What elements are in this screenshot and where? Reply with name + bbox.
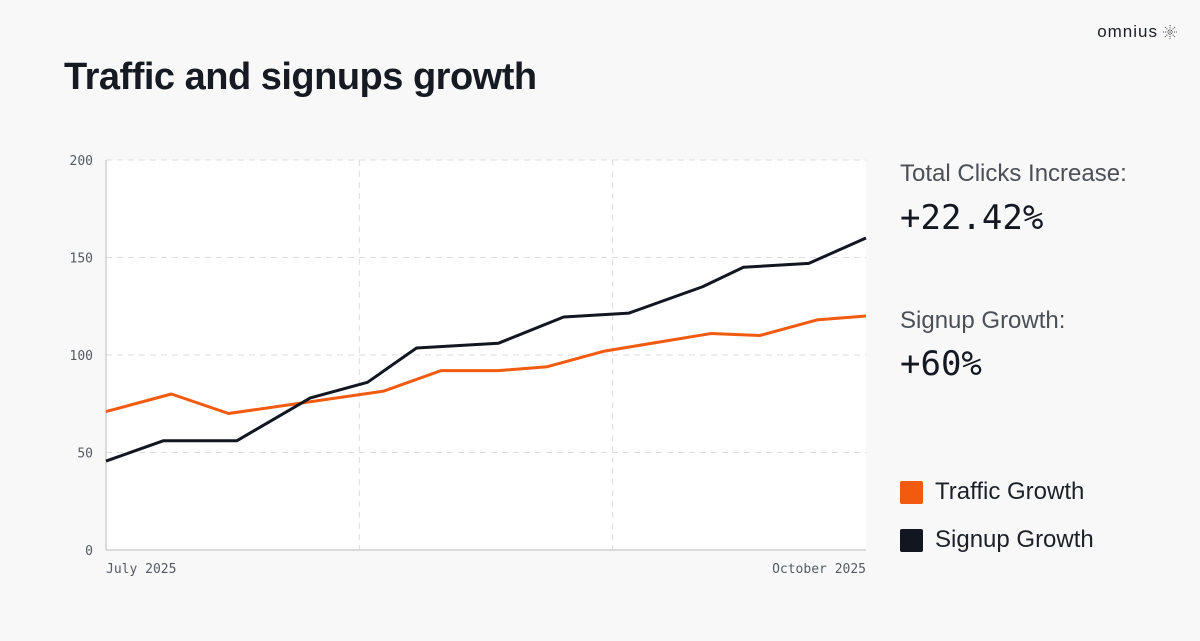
series-line-signup-growth: [105, 236, 867, 463]
y-tick-label: 0: [85, 544, 93, 559]
traffic-swatch: [900, 480, 923, 504]
page-title: Traffic and signups growth: [64, 56, 537, 98]
line-chart: 0 50 100 150 200 July 2025 October 2025: [70, 154, 867, 577]
legend-label: Traffic Growth: [935, 478, 1085, 505]
legend-signup-growth: Signup Growth: [900, 526, 1094, 554]
y-tick-label: 100: [70, 349, 93, 364]
y-tick-label: 200: [70, 154, 93, 169]
x-tick-label: July 2025: [106, 562, 176, 577]
series-line-traffic-growth: [105, 314, 867, 415]
total-clicks-label: Total Clicks Increase:: [900, 160, 1127, 187]
signup-growth-value: +60%: [900, 344, 982, 384]
x-tick-label: October 2025: [772, 562, 866, 577]
signup-swatch: [900, 528, 923, 552]
legend-traffic-growth: Traffic Growth: [900, 478, 1084, 506]
signup-growth-label: Signup Growth:: [900, 307, 1066, 334]
y-tick-label: 150: [70, 252, 93, 267]
brand-logo: omnius: [1097, 22, 1178, 42]
brand-name: omnius: [1097, 22, 1158, 41]
sparkle-logo-icon: [1163, 25, 1177, 39]
y-tick-label: 50: [77, 447, 93, 462]
legend-label: Signup Growth: [935, 526, 1094, 553]
total-clicks-value: +22.42%: [900, 198, 1044, 238]
